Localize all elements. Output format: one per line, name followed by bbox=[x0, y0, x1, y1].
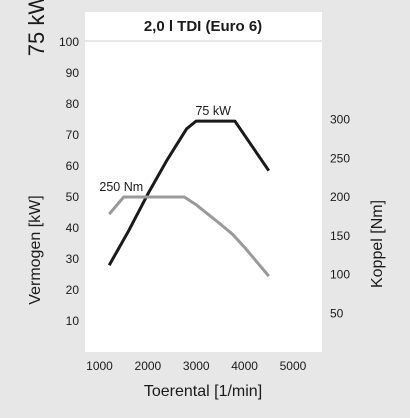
x-tick-label: 2000 bbox=[135, 359, 162, 373]
y-right-tick-label: 250 bbox=[330, 151, 350, 165]
y-left-tick-label: 40 bbox=[66, 221, 80, 235]
y-right-tick-label: 300 bbox=[330, 113, 350, 127]
y-left-tick-label: 70 bbox=[66, 128, 80, 142]
torque-line bbox=[108, 195, 270, 278]
y-axis-right-ticks: 50 100 150 200 250 300 bbox=[330, 113, 350, 321]
title-bar bbox=[85, 12, 322, 40]
y-left-tick-label: 20 bbox=[66, 283, 80, 297]
annotation-layer: 75 kW 250 Nm bbox=[99, 104, 231, 194]
y-left-tick-label: 90 bbox=[66, 66, 80, 80]
chart-title: 2,0 l TDI (Euro 6) bbox=[144, 18, 262, 35]
x-tick-label: 5000 bbox=[280, 359, 307, 373]
y-left-tick-label: 50 bbox=[66, 190, 80, 204]
y-left-tick-label: 30 bbox=[66, 252, 80, 266]
x-tick-label: 3000 bbox=[183, 359, 210, 373]
y-right-tick-label: 200 bbox=[330, 190, 350, 204]
power-line bbox=[107, 119, 271, 266]
x-tick-label: 1000 bbox=[86, 359, 113, 373]
y-left-tick-label: 80 bbox=[66, 97, 80, 111]
power-annotation: 75 kW bbox=[195, 104, 231, 118]
y-left-tick-label: 10 bbox=[66, 314, 80, 328]
y-right-tick-label: 100 bbox=[330, 268, 350, 282]
y-right-tick-label: 50 bbox=[330, 306, 344, 320]
x-axis-title: Toerental [1/min] bbox=[144, 383, 262, 400]
y-axis-right-title: Koppel [Nm] bbox=[369, 200, 386, 288]
y-axis-left-ticks: 10 20 30 40 50 60 70 80 90 100 bbox=[59, 35, 79, 328]
x-axis-ticks: 1000 2000 3000 4000 5000 bbox=[86, 359, 306, 373]
y-right-tick-label: 150 bbox=[330, 229, 350, 243]
x-tick-label: 4000 bbox=[231, 359, 258, 373]
y-left-tick-label: 100 bbox=[59, 35, 79, 49]
side-label: 75 kW bbox=[24, 0, 49, 56]
plot-area bbox=[85, 42, 322, 352]
series-layer bbox=[107, 119, 271, 278]
torque-annotation: 250 Nm bbox=[99, 180, 143, 194]
y-axis-left-title: Vermogen [kW] bbox=[27, 195, 44, 304]
y-left-tick-label: 60 bbox=[66, 159, 80, 173]
